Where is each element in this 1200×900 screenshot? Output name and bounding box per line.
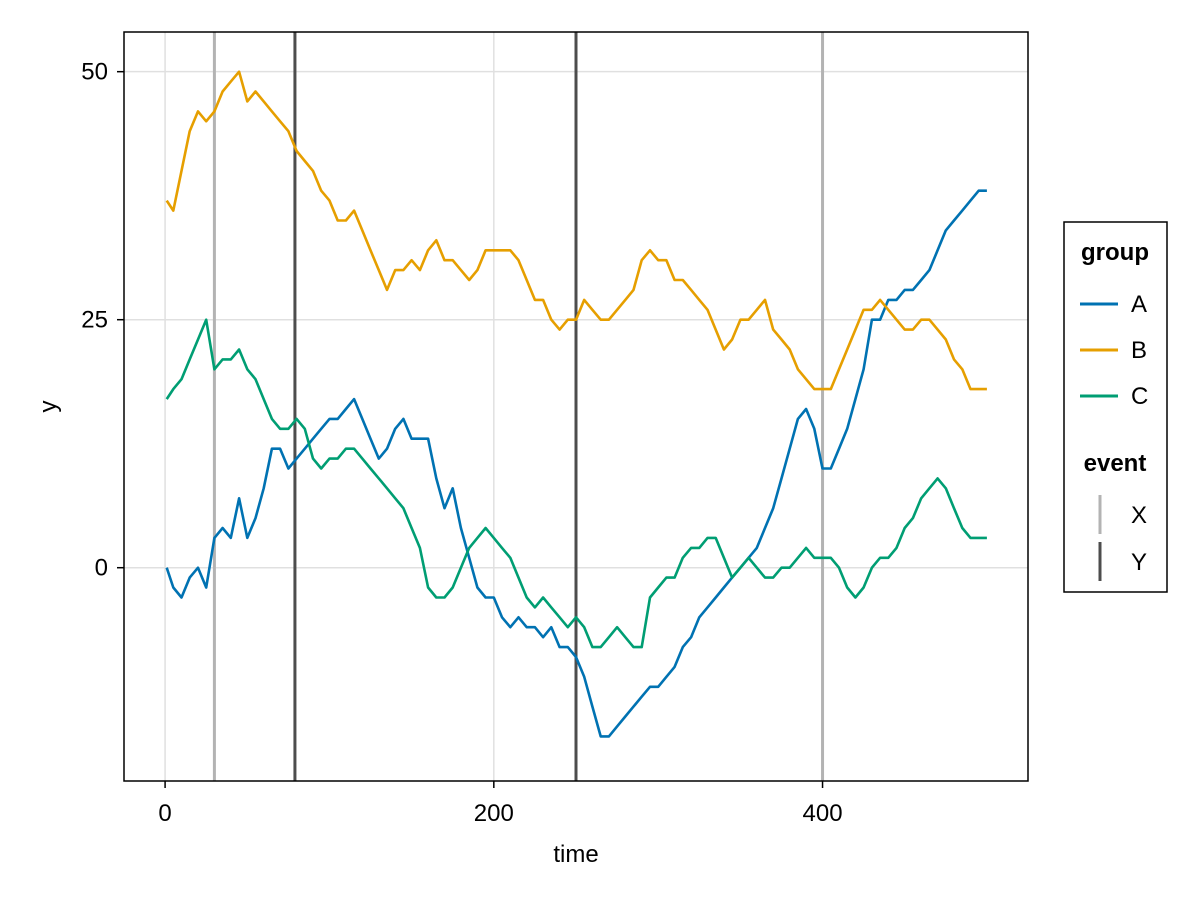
legend-label-c: C xyxy=(1131,383,1148,410)
legend-label-x: X xyxy=(1131,502,1147,529)
y-axis-title: y xyxy=(35,401,62,413)
series-line-a xyxy=(165,189,987,738)
x-tick-label: 0 xyxy=(158,800,171,827)
legend-title-group: group xyxy=(1081,239,1149,266)
legend-label-y: Y xyxy=(1131,549,1147,576)
plot-frame xyxy=(123,31,1029,782)
y-tick-label: 0 xyxy=(95,555,108,582)
y-tick-label: 50 xyxy=(81,59,108,86)
axis-ticks: 0 200 400 0 25 50 xyxy=(81,59,842,827)
legend-box xyxy=(1063,221,1168,593)
series-lines xyxy=(165,70,987,738)
series-line-c xyxy=(165,318,987,649)
legend-title-event: event xyxy=(1084,450,1147,477)
y-tick-label: 25 xyxy=(81,307,108,334)
x-tick-label: 200 xyxy=(474,800,514,827)
legend: group ABC event XY xyxy=(1063,221,1168,593)
x-tick-label: 400 xyxy=(803,800,843,827)
legend-label-b: B xyxy=(1131,337,1147,364)
x-axis-title: time xyxy=(553,841,598,868)
legend-label-a: A xyxy=(1131,291,1147,318)
series-line-b xyxy=(165,70,987,391)
